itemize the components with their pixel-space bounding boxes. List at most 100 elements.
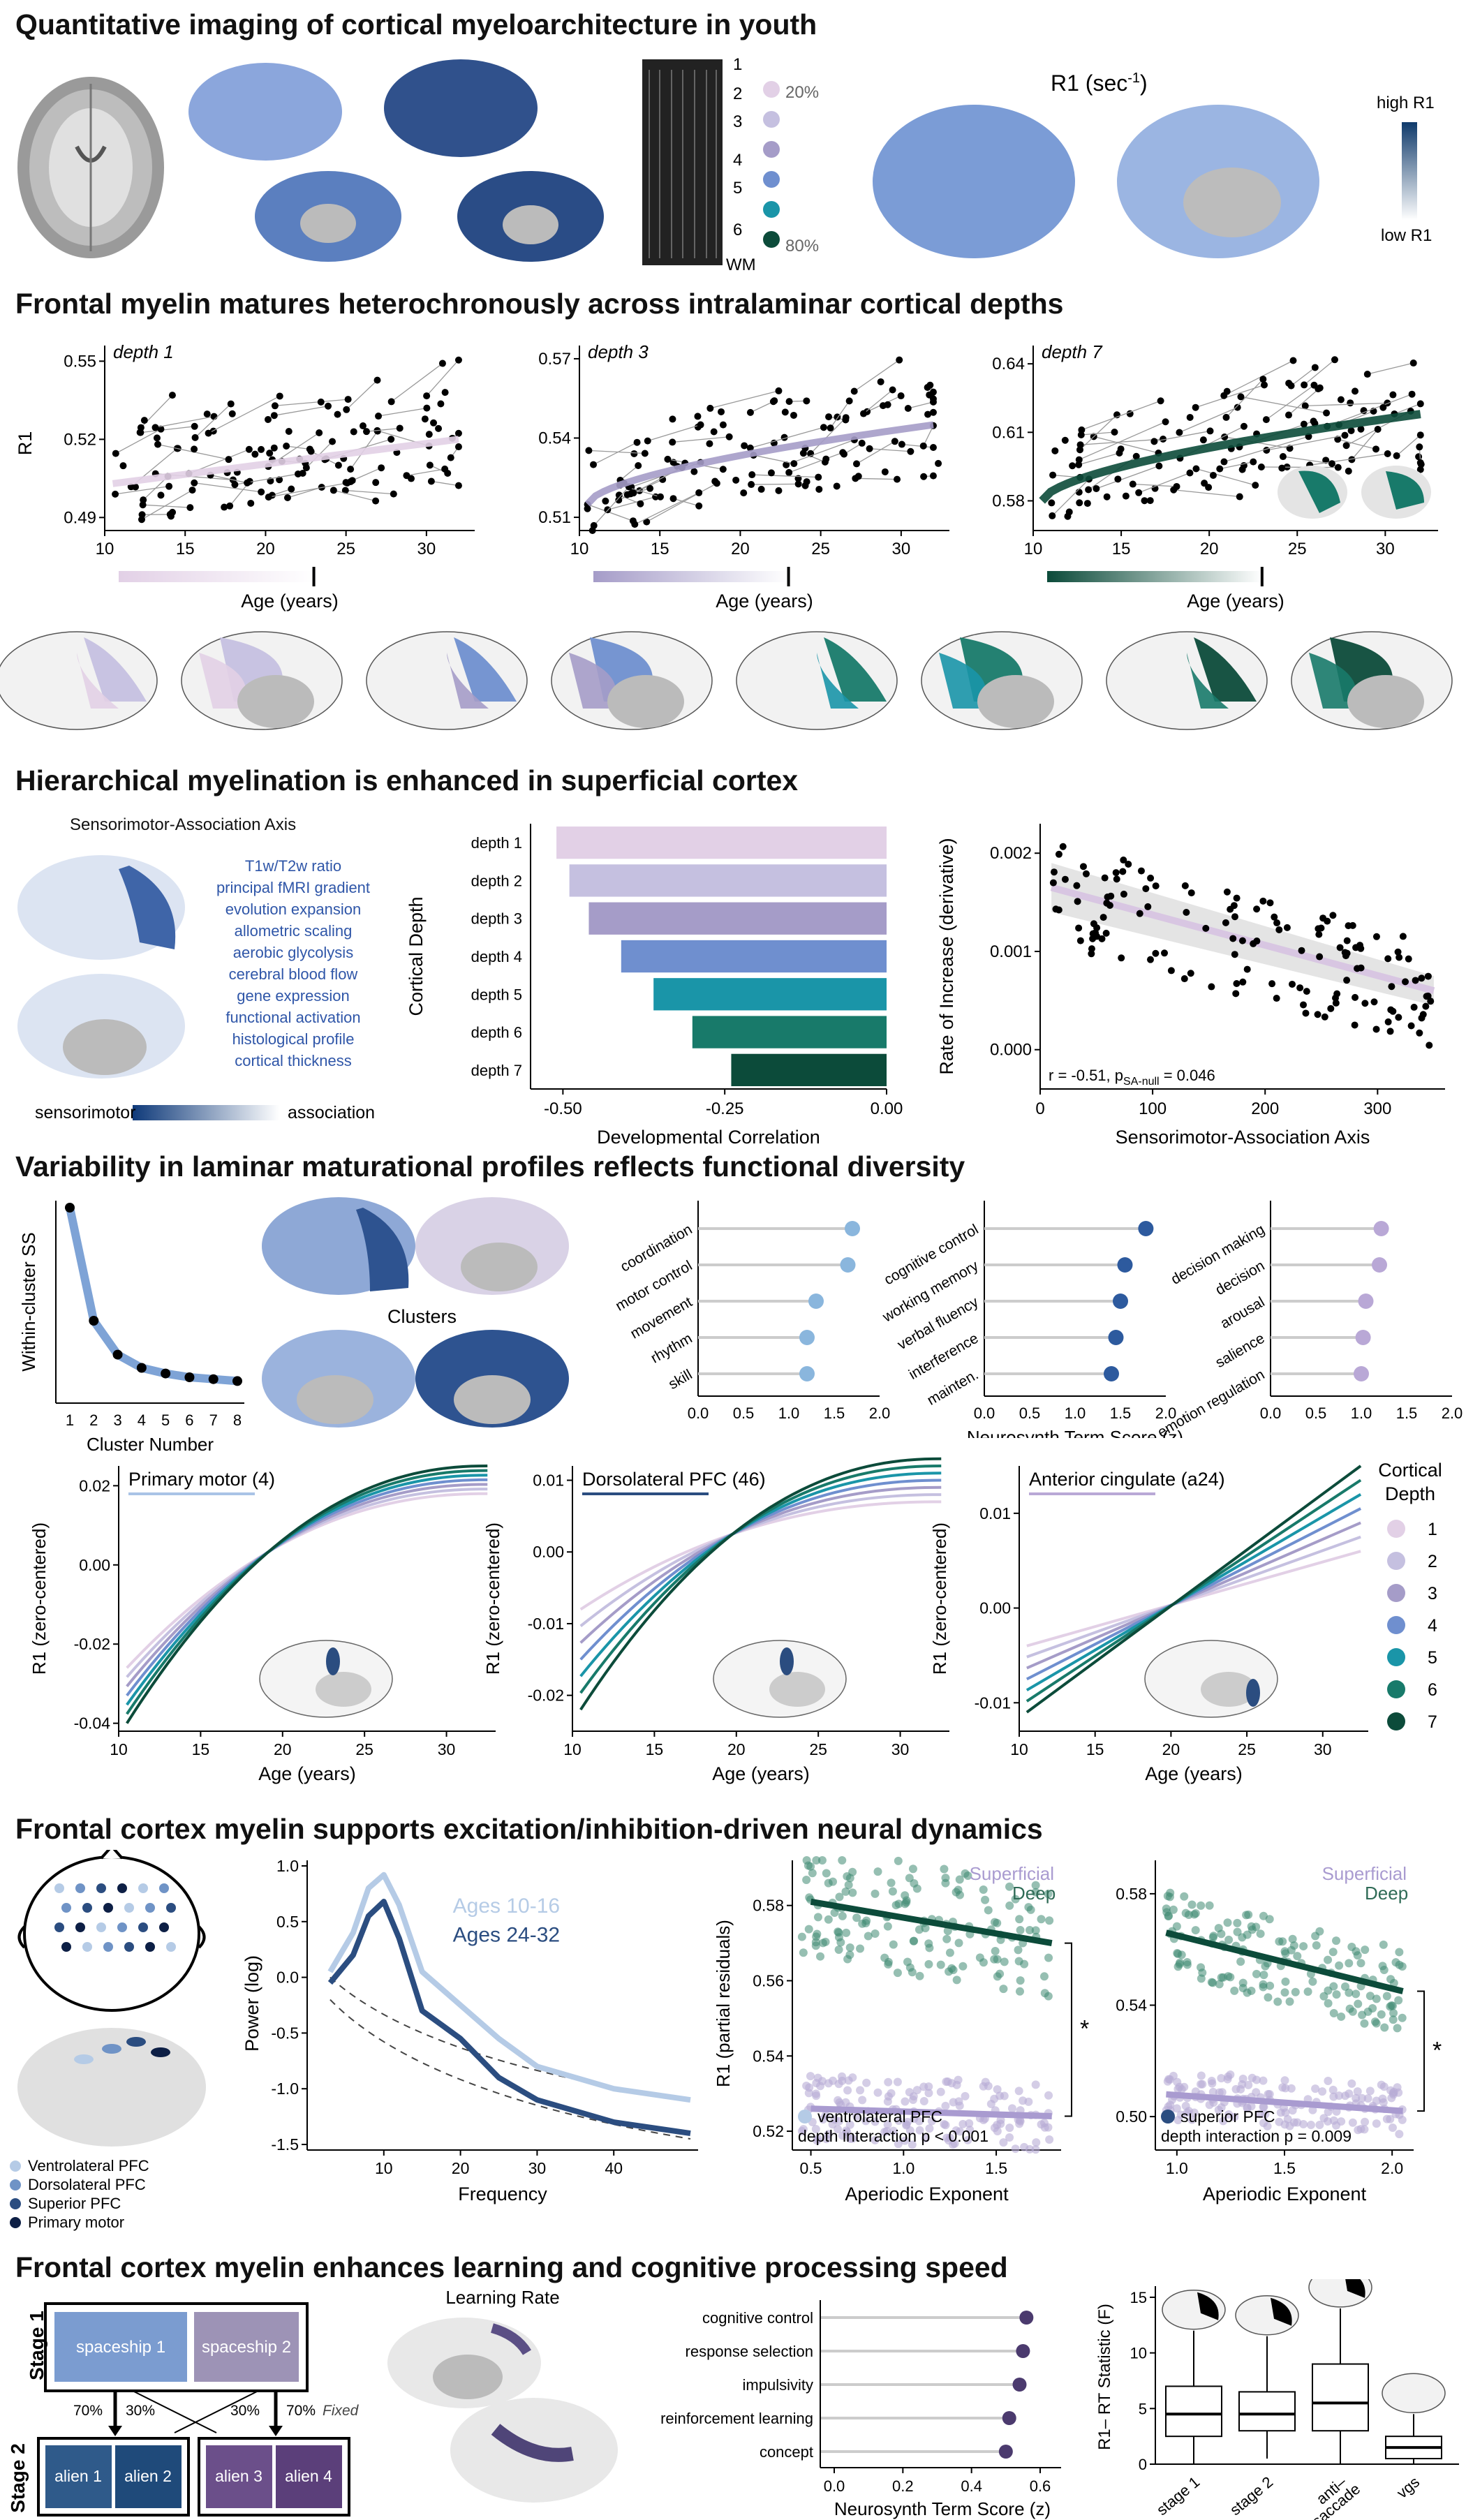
y-tick: -0.01 <box>528 1615 564 1633</box>
data-point <box>877 378 884 385</box>
data-point <box>231 481 239 489</box>
data-point <box>856 1944 865 1953</box>
data-point <box>905 2088 914 2097</box>
data-point <box>1208 2079 1217 2088</box>
data-point <box>264 415 272 423</box>
data-point <box>883 2097 892 2106</box>
data-point <box>244 479 251 487</box>
data-point <box>954 1939 963 1948</box>
data-point <box>1360 407 1368 415</box>
data-point <box>958 2119 968 2128</box>
data-point <box>1335 2091 1344 2100</box>
data-point <box>1353 2087 1362 2096</box>
stage1-label: Stage 1 <box>26 2311 47 2380</box>
data-point <box>1332 1936 1341 1945</box>
y-tick: -0.02 <box>74 1635 110 1653</box>
data-point <box>813 2134 822 2143</box>
data-point <box>1262 416 1270 424</box>
data-point <box>746 408 754 416</box>
lollipop-head <box>998 2445 1013 2459</box>
data-point <box>1187 970 1194 977</box>
section-title-6: Frontal cortex myelin enhances learning … <box>15 2251 1008 2283</box>
data-point <box>1324 2107 1333 2117</box>
x-tick: 20 <box>727 1740 746 1758</box>
data-point <box>1422 1002 1430 1010</box>
data-point <box>915 2126 924 2135</box>
data-point <box>1335 1961 1344 1970</box>
data-point <box>1389 1978 1398 1987</box>
y-axis-label: R1 (partial residuals) <box>713 1920 734 2087</box>
data-point <box>1382 2114 1391 2124</box>
x-axis-label: Age (years) <box>258 1763 356 1784</box>
data-point <box>1222 413 1230 421</box>
data-point <box>821 2111 830 2120</box>
spaceship2-button <box>194 2312 299 2382</box>
data-point <box>1389 2015 1398 2024</box>
data-point <box>1061 436 1069 444</box>
sa-term: principal fMRI gradient <box>216 879 370 896</box>
data-point <box>887 1878 896 1888</box>
data-point <box>955 2127 964 2136</box>
data-point <box>1026 1926 1035 1935</box>
x-tick: 10 <box>375 2159 393 2177</box>
x-tick: 0.5 <box>1019 1404 1041 1422</box>
data-point <box>1061 875 1069 883</box>
data-point <box>1341 949 1349 956</box>
data-point <box>785 468 793 476</box>
data-point <box>1227 905 1234 913</box>
data-point <box>1045 2135 1054 2144</box>
legend-label: 5 <box>1428 1648 1437 1668</box>
data-point <box>965 2126 975 2135</box>
data-point <box>1051 447 1059 454</box>
x-tick: 0 <box>1035 1099 1044 1118</box>
data-point <box>1379 2098 1388 2107</box>
curve-title: Anterior cingulate (a24) <box>1029 1469 1225 1490</box>
data-point <box>1323 409 1331 417</box>
psd-line <box>327 1872 691 2103</box>
data-point <box>1214 1924 1223 1933</box>
y-tick: 0.52 <box>64 430 96 449</box>
data-point <box>1322 457 1330 464</box>
data-point <box>1259 1971 1268 1980</box>
data-point <box>1389 391 1397 399</box>
data-point <box>1152 949 1160 957</box>
lollipop-head <box>799 1366 815 1381</box>
data-point <box>866 445 873 452</box>
y-tick: 0.52 <box>753 2122 784 2140</box>
depth-curve <box>579 1478 942 1661</box>
data-point <box>812 1932 821 1941</box>
data-point <box>1345 922 1352 930</box>
data-point <box>999 1985 1008 1994</box>
data-point <box>1328 1948 1338 1957</box>
legend-swatch <box>1387 1520 1405 1538</box>
eeg-electrode <box>145 1942 155 1952</box>
eeg-electrode <box>75 1922 85 1932</box>
y-tick: 0.58 <box>992 491 1025 510</box>
data-point <box>329 438 336 445</box>
data-point <box>740 489 748 497</box>
data-point <box>1114 475 1122 483</box>
data-point <box>785 398 793 406</box>
data-point <box>615 496 623 504</box>
data-point <box>893 2077 902 2087</box>
data-point <box>387 436 395 443</box>
data-point <box>1416 459 1424 466</box>
data-point <box>856 2086 865 2095</box>
data-point <box>822 1869 831 1878</box>
data-point <box>945 1948 954 1957</box>
data-point <box>1192 403 1199 411</box>
data-point <box>1259 2076 1268 2085</box>
data-point <box>694 413 702 420</box>
data-point <box>781 408 789 416</box>
data-point <box>1287 382 1295 390</box>
legend-label: Ventrolateral PFC <box>28 2157 149 2174</box>
data-point <box>659 475 667 483</box>
data-point <box>1187 889 1195 897</box>
data-point <box>1019 2096 1028 2105</box>
data-point <box>1334 436 1342 443</box>
data-point <box>1016 1926 1025 1935</box>
data-point <box>1117 445 1125 453</box>
x-axis-label: Neurosynth Term Score (z) <box>834 2498 1051 2519</box>
stage2-label: Stage 2 <box>7 2443 29 2513</box>
